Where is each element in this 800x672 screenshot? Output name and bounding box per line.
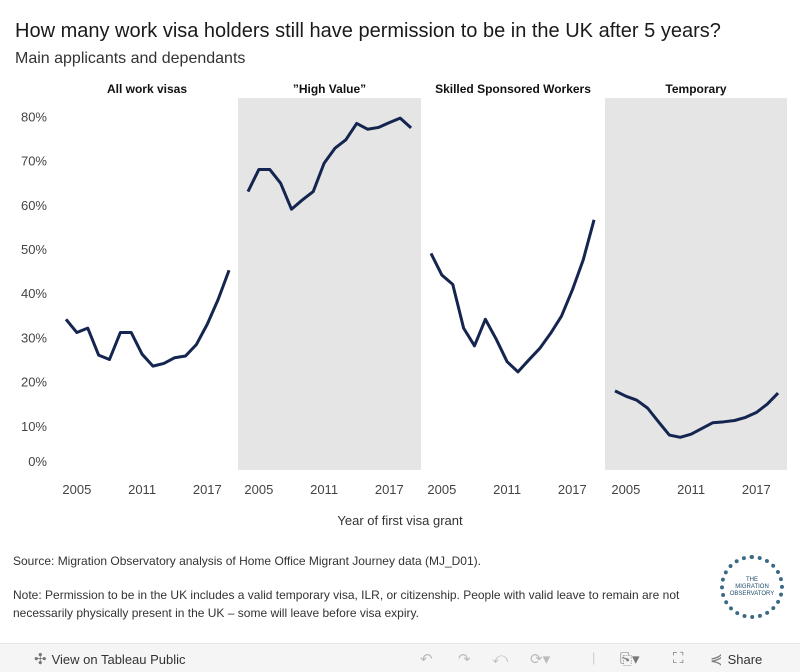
- y-tick-label: 10%: [21, 419, 47, 434]
- footnote: Note: Permission to be in the UK include…: [13, 586, 713, 622]
- y-tick-label: 60%: [21, 198, 47, 213]
- panel-header: Temporary: [665, 82, 726, 96]
- view-on-tableau-label: View on Tableau Public: [52, 652, 186, 667]
- panel-header: ”High Value”: [293, 82, 366, 96]
- series-line-2: [431, 220, 594, 372]
- x-tick-label: 2005: [62, 482, 91, 497]
- toolbar-divider: |: [592, 650, 595, 665]
- undo-icon[interactable]: ↶: [420, 650, 433, 668]
- download-icon[interactable]: ⎘▾: [620, 650, 640, 668]
- panel-header: Skilled Sponsored Workers: [435, 82, 591, 96]
- y-tick-label: 0%: [28, 454, 47, 469]
- x-tick-label: 2017: [742, 482, 771, 497]
- x-tick-label: 2011: [677, 482, 705, 497]
- y-tick-label: 70%: [21, 154, 47, 169]
- source-note: Source: Migration Observatory analysis o…: [13, 552, 481, 570]
- y-tick-label: 20%: [21, 375, 47, 390]
- x-tick-label: 2005: [244, 482, 273, 497]
- series-line-0: [66, 270, 229, 366]
- y-tick-label: 80%: [21, 109, 47, 124]
- x-tick-label: 2017: [558, 482, 587, 497]
- x-tick-label: 2017: [375, 482, 404, 497]
- fullscreen-icon[interactable]: ⛶: [673, 650, 684, 667]
- x-tick-label: 2011: [493, 482, 521, 497]
- refresh-icon[interactable]: ⟳▾: [530, 650, 550, 668]
- share-button[interactable]: ⋞ Share: [710, 650, 762, 668]
- x-tick-label: 2005: [611, 482, 640, 497]
- x-axis-label: Year of first visa grant: [0, 513, 800, 528]
- y-tick-label: 40%: [21, 286, 47, 301]
- x-tick-label: 2005: [427, 482, 456, 497]
- panel-header: All work visas: [107, 82, 187, 96]
- y-tick-label: 30%: [21, 330, 47, 345]
- view-on-tableau-link[interactable]: ✣ View on Tableau Public: [34, 650, 186, 668]
- x-tick-label: 2017: [193, 482, 222, 497]
- x-tick-label: 2011: [128, 482, 156, 497]
- share-icon: ⋞: [710, 650, 723, 668]
- tableau-toolbar: ✣ View on Tableau Public ↶ ↷ ⤺ ⟳▾ | ⎘▾ ⛶…: [0, 643, 800, 672]
- tableau-icon: ✣: [34, 650, 47, 668]
- x-tick-label: 2011: [310, 482, 338, 497]
- revert-icon[interactable]: ⤺: [492, 650, 508, 667]
- chart-subtitle: Main applicants and dependants: [15, 50, 245, 68]
- panel-background: [605, 98, 787, 470]
- chart-title: How many work visa holders still have pe…: [15, 20, 721, 43]
- y-tick-label: 50%: [21, 242, 47, 257]
- small-multiples-chart: All work visas 2005 2011 2017 ”High Value” 20…: [0, 75, 800, 505]
- share-label: Share: [728, 652, 763, 667]
- redo-icon[interactable]: ↷: [458, 650, 471, 668]
